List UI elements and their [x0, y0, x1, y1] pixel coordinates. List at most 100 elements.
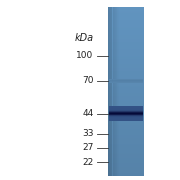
Bar: [108, 71, 144, 72]
Bar: [115, 7, 116, 176]
Bar: [108, 32, 144, 33]
Bar: [108, 145, 144, 146]
Bar: [108, 174, 144, 175]
Bar: [108, 144, 144, 145]
Bar: [108, 128, 144, 129]
Bar: [108, 46, 144, 47]
Bar: [108, 136, 144, 137]
Bar: [108, 107, 144, 108]
Bar: [108, 55, 144, 56]
Bar: [108, 137, 144, 138]
Text: 33: 33: [82, 129, 94, 138]
Bar: [108, 155, 144, 156]
Bar: [108, 17, 144, 18]
Bar: [108, 37, 144, 38]
Bar: [108, 31, 144, 32]
Bar: [108, 134, 144, 135]
Bar: [116, 7, 117, 176]
Bar: [108, 83, 144, 84]
Bar: [109, 111, 143, 112]
Bar: [108, 50, 144, 51]
Bar: [108, 24, 144, 25]
Bar: [108, 109, 144, 110]
Bar: [108, 18, 144, 19]
Bar: [108, 131, 144, 132]
Bar: [108, 72, 144, 73]
Bar: [108, 100, 144, 101]
Bar: [108, 121, 144, 122]
Text: 27: 27: [82, 143, 94, 152]
Bar: [108, 11, 144, 12]
Bar: [108, 79, 144, 80]
Bar: [108, 158, 144, 159]
Bar: [114, 7, 115, 176]
Bar: [108, 173, 144, 174]
Bar: [108, 27, 144, 28]
Bar: [108, 129, 144, 130]
Bar: [108, 148, 144, 149]
Bar: [108, 21, 144, 22]
Bar: [108, 93, 144, 94]
Bar: [108, 123, 144, 124]
Bar: [109, 118, 143, 119]
Bar: [108, 126, 144, 127]
Text: 100: 100: [76, 51, 94, 60]
Bar: [108, 118, 144, 119]
Bar: [108, 114, 144, 115]
Bar: [108, 120, 144, 121]
Bar: [108, 153, 144, 154]
Bar: [112, 7, 113, 176]
Bar: [108, 10, 144, 11]
Bar: [108, 94, 144, 95]
Bar: [108, 63, 144, 64]
Bar: [108, 52, 144, 53]
Bar: [108, 70, 144, 71]
Bar: [108, 29, 144, 30]
Bar: [108, 22, 144, 23]
Bar: [108, 102, 144, 103]
Bar: [108, 41, 144, 42]
Bar: [108, 98, 144, 99]
Bar: [108, 110, 144, 111]
Bar: [108, 20, 144, 21]
Bar: [108, 140, 144, 141]
Bar: [108, 15, 144, 16]
Bar: [108, 28, 144, 29]
Bar: [108, 143, 144, 144]
Bar: [109, 116, 143, 117]
Bar: [108, 66, 144, 67]
Bar: [108, 132, 144, 133]
Bar: [108, 81, 144, 82]
Bar: [108, 84, 144, 85]
Bar: [108, 48, 144, 49]
Bar: [108, 43, 144, 44]
Bar: [108, 75, 144, 76]
Bar: [108, 44, 144, 45]
Bar: [108, 141, 144, 142]
Bar: [108, 54, 144, 55]
Bar: [109, 110, 143, 111]
Bar: [108, 7, 144, 8]
Bar: [108, 115, 144, 116]
Text: 44: 44: [82, 109, 94, 118]
Bar: [108, 90, 144, 91]
Bar: [108, 105, 144, 106]
Bar: [108, 64, 144, 65]
Bar: [108, 160, 144, 161]
Bar: [108, 62, 144, 63]
Bar: [108, 149, 144, 150]
Bar: [108, 169, 144, 170]
Bar: [108, 119, 144, 120]
Bar: [108, 108, 144, 109]
Bar: [109, 115, 143, 116]
Bar: [108, 35, 144, 36]
Bar: [108, 95, 144, 96]
Bar: [108, 23, 144, 24]
Bar: [108, 16, 144, 17]
Bar: [108, 8, 144, 9]
Bar: [108, 154, 144, 155]
Bar: [111, 7, 112, 176]
Bar: [108, 69, 144, 70]
Bar: [118, 7, 119, 176]
Bar: [108, 56, 144, 57]
